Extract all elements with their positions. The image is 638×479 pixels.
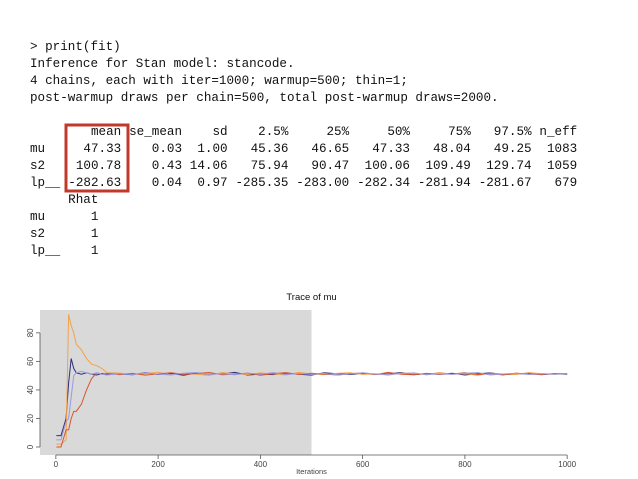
table-header: 50% (387, 125, 410, 139)
table-cell: 100.78 (76, 159, 121, 173)
table-cell: 49.25 (494, 142, 532, 156)
y-tick-label: 20 (26, 413, 35, 422)
x-tick-label: 400 (254, 460, 268, 469)
table-cell: -281.67 (479, 176, 532, 190)
table-header: Rhat (68, 193, 98, 207)
table-cell: 1.00 (197, 142, 227, 156)
table-cell: -283.00 (296, 176, 349, 190)
row-name: mu (30, 210, 45, 224)
chart-title: Trace of mu (286, 292, 336, 303)
row-name: mu (30, 142, 45, 156)
row-name: s2 (30, 159, 45, 173)
table-cell: 0.97 (197, 176, 227, 190)
table-cell: 45.36 (251, 142, 289, 156)
x-tick-label: 0 (54, 460, 59, 469)
table-cell: 100.06 (365, 159, 410, 173)
table-cell: 75.94 (251, 159, 289, 173)
table-header: sd (212, 125, 227, 139)
trace-line (56, 370, 568, 441)
table-cell: 679 (555, 176, 578, 190)
table-cell: -282.34 (357, 176, 410, 190)
x-tick-label: 1000 (558, 460, 576, 469)
row-name: s2 (30, 227, 45, 241)
table-cell: 0.43 (152, 159, 182, 173)
table-cell: -281.94 (418, 176, 471, 190)
table-header: 25% (327, 125, 350, 139)
table-header: n_eff (539, 125, 577, 139)
console-line: > print(fit) (30, 40, 121, 54)
y-tick-label: 0 (26, 444, 35, 449)
row-name: lp__ (30, 176, 61, 190)
y-tick-label: 40 (26, 385, 35, 394)
table-cell: 1083 (547, 142, 577, 156)
table-cell: 0.03 (152, 142, 182, 156)
table-cell: 90.47 (311, 159, 349, 173)
row-name: lp__ (30, 244, 61, 258)
table-cell: 46.65 (311, 142, 349, 156)
table-header: mean (91, 125, 121, 139)
x-tick-label: 600 (356, 460, 370, 469)
console-line: Inference for Stan model: stancode. (30, 57, 295, 71)
y-tick-label: 80 (26, 328, 35, 337)
table-header: 97.5% (494, 125, 532, 139)
table-cell: 129.74 (486, 159, 531, 173)
table-cell: 48.04 (433, 142, 471, 156)
y-tick-label: 60 (26, 356, 35, 365)
table-cell: 47.33 (372, 142, 410, 156)
table-cell: 14.06 (190, 159, 228, 173)
table-cell: 1 (91, 227, 99, 241)
table-cell: 1 (91, 244, 99, 258)
warmup-region (40, 310, 312, 455)
table-cell: -282.63 (68, 176, 121, 190)
x-axis-label: Iterations (296, 467, 327, 476)
table-cell: 109.49 (425, 159, 470, 173)
table-cell: 47.33 (83, 142, 121, 156)
table-cell: 0.04 (152, 176, 182, 190)
x-tick-label: 800 (458, 460, 472, 469)
table-header: 75% (448, 125, 471, 139)
table-header: se_mean (129, 125, 182, 139)
console-line: post-warmup draws per chain=500, total p… (30, 91, 499, 105)
highlight-box (64, 123, 130, 193)
table-cell: 1059 (547, 159, 577, 173)
table-cell: -285.35 (235, 176, 288, 190)
table-header: 2.5% (258, 125, 289, 139)
console-line: 4 chains, each with iter=1000; warmup=50… (30, 74, 408, 88)
table-cell: 1 (91, 210, 99, 224)
x-tick-label: 200 (151, 460, 165, 469)
